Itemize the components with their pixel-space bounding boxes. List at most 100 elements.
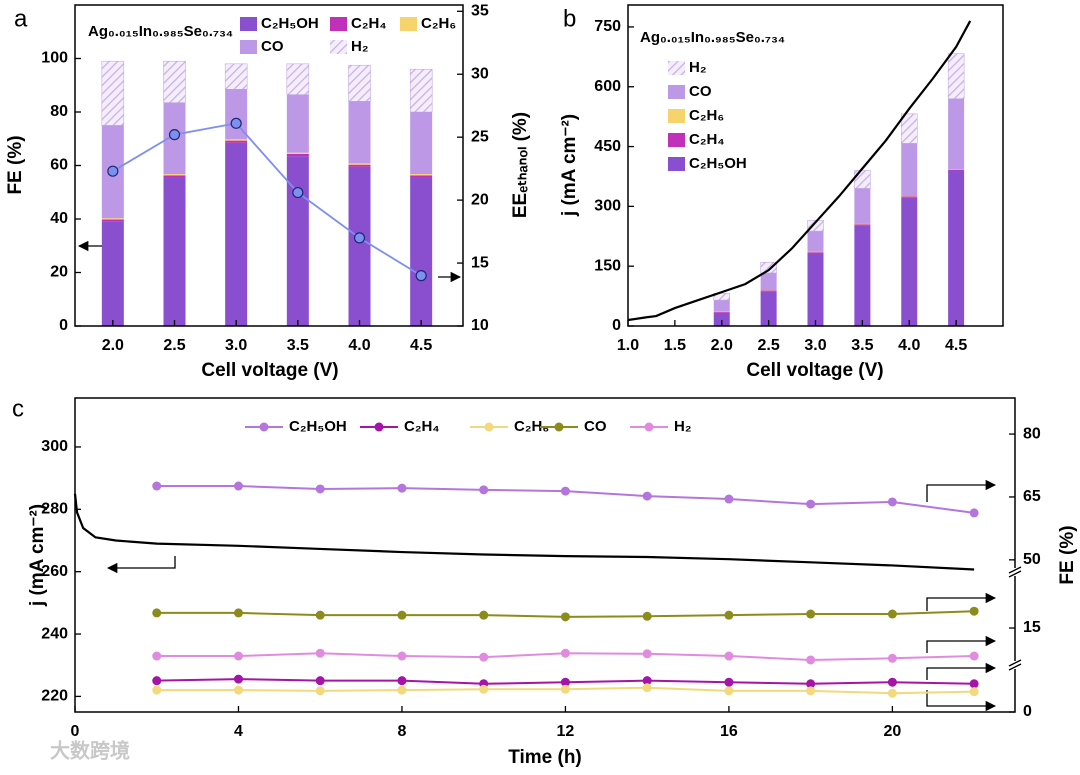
y-tick-label: 150 xyxy=(594,257,621,274)
x-tick-label: 4 xyxy=(234,723,243,740)
x-tick-label: 1.5 xyxy=(664,337,686,354)
bar-segment xyxy=(948,169,965,171)
axis-break xyxy=(1008,659,1022,667)
x-tick-label: 2.0 xyxy=(102,337,124,354)
bar-segment xyxy=(286,152,309,154)
arrow xyxy=(926,592,997,611)
series-marker xyxy=(969,679,979,689)
legend-label: CO xyxy=(261,38,284,55)
series-marker xyxy=(724,494,734,504)
x-axis-label: Cell voltage (V) xyxy=(201,360,338,381)
legend-swatch xyxy=(668,109,685,123)
y2-tick-label: 65 xyxy=(1023,488,1041,505)
legend-marker xyxy=(644,422,654,432)
arrow xyxy=(926,690,997,712)
y-tick-label: 100 xyxy=(41,50,68,67)
series-marker xyxy=(152,676,162,686)
bar-segment xyxy=(901,143,918,197)
series-marker xyxy=(969,508,979,518)
bar-segment xyxy=(225,140,248,143)
watermark: 大数跨境 xyxy=(50,738,130,762)
bar-segment xyxy=(948,98,965,170)
series-marker xyxy=(479,485,489,495)
bar-segment xyxy=(286,153,309,157)
bar-segment xyxy=(901,113,918,144)
x-tick-label: 8 xyxy=(398,723,407,740)
series-marker xyxy=(642,676,652,686)
y2-tick-label: 25 xyxy=(471,128,489,145)
legend-swatch xyxy=(330,40,347,54)
bar-segment xyxy=(807,253,824,326)
series-marker xyxy=(642,491,652,501)
legend-label: C₂H₅OH xyxy=(689,155,747,172)
x-tick-label: 1.0 xyxy=(617,337,639,354)
y2-tick-label: 35 xyxy=(471,3,489,20)
bar-segment xyxy=(713,312,730,326)
panel-label: c xyxy=(12,395,24,422)
x-tick-label: 4.0 xyxy=(348,337,370,354)
legend-label: C₂H₆ xyxy=(421,15,456,32)
bar-segment xyxy=(225,139,248,141)
legend-label: C₂H₄ xyxy=(404,418,439,435)
series-marker xyxy=(152,608,162,618)
bar-segment xyxy=(286,63,310,95)
y-axis-label: j (mA cm⁻²) xyxy=(559,114,580,217)
legend-swatch xyxy=(400,17,417,31)
series-marker xyxy=(887,497,897,507)
x-axis-label: Time (h) xyxy=(508,747,582,768)
ee-marker xyxy=(107,165,119,177)
legend-label: H₂ xyxy=(351,38,369,55)
bar-segment xyxy=(854,170,871,189)
series-marker xyxy=(233,608,243,618)
series-marker xyxy=(233,481,243,491)
bar-segment xyxy=(760,291,777,326)
y-axis-label: FE (%) xyxy=(5,135,26,194)
x-tick-label: 3.0 xyxy=(804,337,826,354)
axis-break-gap xyxy=(1013,568,1019,576)
y2-tick-label: 30 xyxy=(471,65,489,82)
y-tick-label: 450 xyxy=(594,138,621,155)
series-marker xyxy=(642,683,652,693)
y-tick-label: 240 xyxy=(41,625,68,642)
series-marker xyxy=(806,609,816,619)
bar-segment xyxy=(854,224,871,226)
series-marker xyxy=(560,648,570,658)
y2-tick-label: 20 xyxy=(471,191,489,208)
bar-segment xyxy=(854,188,871,224)
series-marker xyxy=(152,481,162,491)
series-marker xyxy=(560,612,570,622)
legend-swatch xyxy=(668,133,685,147)
y2-tick-label: 80 xyxy=(1023,425,1041,442)
y-tick-label: 280 xyxy=(41,501,68,518)
series-marker xyxy=(152,685,162,695)
legend-swatch xyxy=(668,61,685,75)
bar-segment xyxy=(163,60,186,103)
legend-swatch xyxy=(668,157,685,171)
legend-marker xyxy=(374,422,384,432)
bar-segment xyxy=(854,225,871,326)
series-marker xyxy=(806,655,816,665)
x-tick-label: 12 xyxy=(557,723,575,740)
y2-axis-label: FE (%) xyxy=(1057,525,1078,584)
x-tick-label: 0 xyxy=(71,723,80,740)
bar-segment xyxy=(286,156,309,326)
bar-segment xyxy=(948,170,965,326)
ee-line xyxy=(112,122,422,277)
legend-swatch xyxy=(240,17,257,31)
x-tick-label: 20 xyxy=(883,723,901,740)
series-marker xyxy=(233,651,243,661)
x-tick-label: 3.0 xyxy=(225,337,247,354)
series-marker xyxy=(233,674,243,684)
legend-swatch xyxy=(668,85,685,99)
ee-marker xyxy=(168,129,181,141)
series-marker xyxy=(397,651,407,661)
bar-segment xyxy=(101,221,124,326)
ee-marker xyxy=(292,186,304,199)
series-marker xyxy=(397,483,407,493)
bar-segment xyxy=(410,112,433,175)
bar-segment xyxy=(760,290,777,292)
bar-segment xyxy=(713,300,730,312)
annotation-arrows xyxy=(77,240,997,712)
y2-tick-label: 50 xyxy=(1023,551,1041,568)
bar-segment xyxy=(348,64,371,102)
